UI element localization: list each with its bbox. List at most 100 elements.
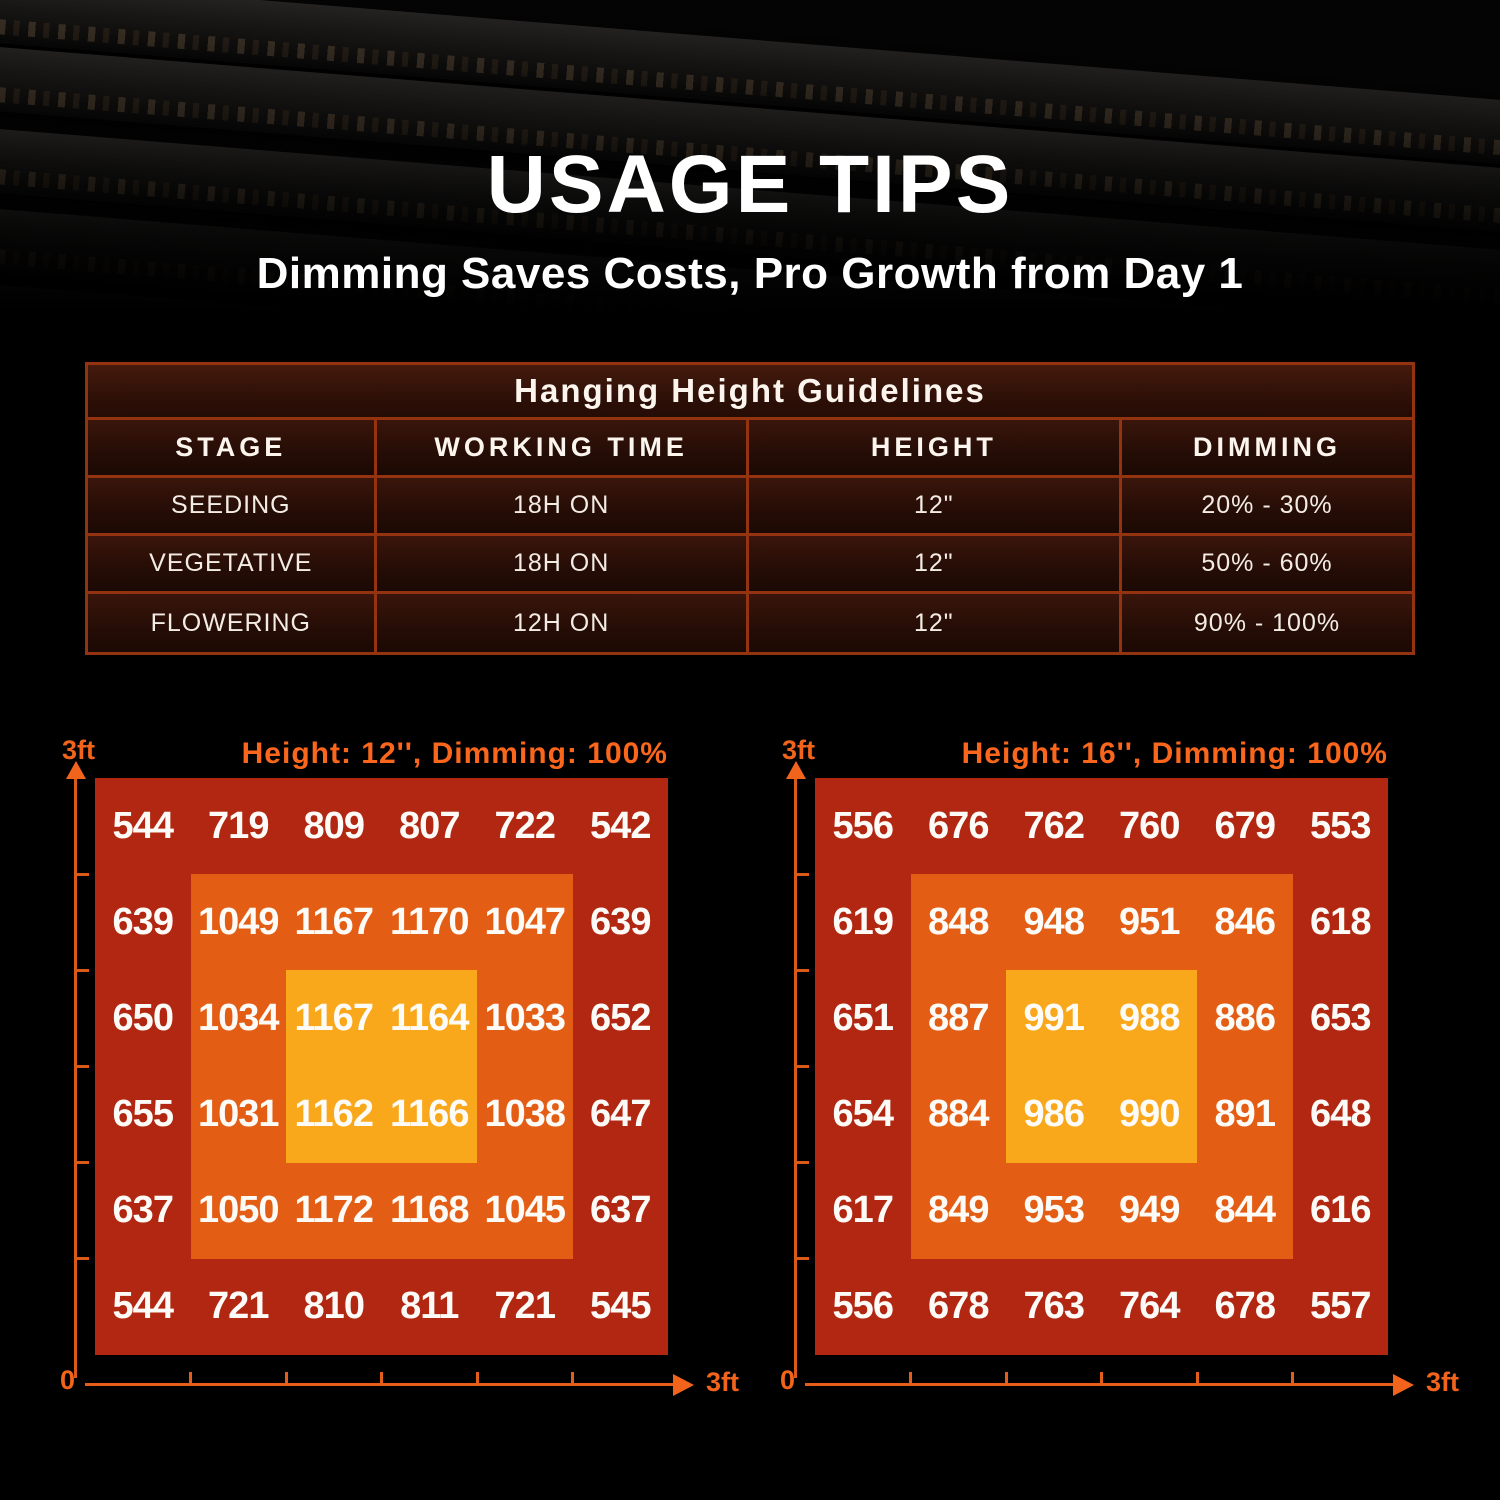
ppfd-value: 553 — [1310, 804, 1371, 847]
ppfd-value: 1033 — [484, 996, 566, 1039]
y-axis-tick — [76, 1065, 89, 1068]
y-axis-tick — [76, 872, 89, 876]
ppfd-value: 1045 — [484, 1189, 566, 1232]
y-axis-max-label: 3ft — [62, 735, 95, 765]
x-axis-arrow-icon — [673, 1373, 694, 1396]
ppfd-value: 886 — [1214, 996, 1276, 1039]
ppfd-value: 678 — [928, 1285, 989, 1328]
table-cell: VEGETATIVE — [88, 536, 377, 591]
ppfd-value: 617 — [832, 1189, 894, 1232]
table-cell: 20% - 30% — [1122, 478, 1412, 533]
x-axis — [85, 1383, 675, 1386]
ppfd-value: 616 — [1310, 1189, 1371, 1232]
x-axis-tick — [475, 1372, 479, 1384]
table-row: SEEDING 18H ON 12" 20% - 30% — [88, 478, 1412, 536]
ppfd-value: 949 — [1119, 1189, 1180, 1232]
chart-title: Height: 12'', Dimming: 100% — [241, 737, 668, 770]
table-cell: 90% - 100% — [1122, 594, 1412, 652]
ppfd-value: 651 — [832, 996, 894, 1039]
y-axis — [74, 779, 77, 1378]
ppfd-value: 1049 — [197, 900, 280, 943]
y-axis-tick — [76, 1257, 89, 1261]
y-axis-tick — [76, 968, 89, 972]
ppfd-value: 637 — [112, 1189, 174, 1232]
ppfd-value: 1031 — [197, 1093, 280, 1136]
zone-inner — [285, 970, 478, 1163]
table-row: VEGETATIVE 18H ON 12" 50% - 60% — [88, 536, 1412, 594]
x-axis-origin-label: 0 — [780, 1365, 796, 1395]
ppfd-value: 810 — [303, 1285, 365, 1328]
ppfd-value: 848 — [928, 900, 989, 943]
table-title: Hanging Height Guidelines — [88, 365, 1412, 420]
table-cell: 12" — [748, 478, 1123, 533]
guidelines-table: Hanging Height Guidelines STAGE WORKING T… — [85, 362, 1415, 655]
x-axis — [805, 1383, 1395, 1386]
column-header: DIMMING — [1122, 420, 1412, 475]
y-axis-max-label: 3ft — [782, 735, 815, 765]
ppfd-chart-12in: Height: 12'', Dimming: 100% 3ft 544 719 80… — [60, 715, 760, 1415]
table-cell: 12" — [748, 536, 1123, 591]
ppfd-value: 654 — [832, 1093, 894, 1136]
ppfd-value: 1167 — [294, 996, 374, 1039]
heatmap-plot: 544 719 809 807 722 542 639 1049 1167 1170 1047 639… — [95, 778, 668, 1355]
ppfd-value: 556 — [832, 1285, 894, 1328]
table-row: FLOWERING 12H ON 12" 90% - 100% — [88, 594, 1412, 652]
table-cell: SEEDING — [88, 478, 377, 533]
x-axis-tick — [1291, 1372, 1294, 1384]
table-cell: 12H ON — [376, 594, 749, 652]
table-cell: 18H ON — [376, 536, 749, 591]
ppfd-value: 1166 — [390, 1093, 469, 1136]
ppfd-value: 762 — [1023, 804, 1085, 847]
ppfd-value: 556 — [832, 804, 894, 847]
ppfd-value: 676 — [928, 804, 989, 847]
ppfd-value: 844 — [1214, 1189, 1276, 1232]
x-axis-tick — [1004, 1372, 1008, 1384]
ppfd-value: 1038 — [484, 1093, 566, 1136]
ppfd-value: 719 — [208, 804, 269, 847]
ppfd-value: 760 — [1119, 804, 1180, 847]
x-axis-max-label: 3ft — [706, 1367, 739, 1397]
ppfd-value: 722 — [494, 804, 556, 847]
x-axis-tick — [380, 1372, 383, 1384]
ppfd-value: 988 — [1119, 996, 1180, 1039]
ppfd-chart-16in: Height: 16'', Dimming: 100% 3ft 556 676 76… — [780, 715, 1480, 1415]
ppfd-value: 650 — [112, 996, 174, 1039]
column-header: STAGE — [88, 420, 377, 475]
ppfd-value: 678 — [1214, 1285, 1276, 1328]
ppfd-value: 655 — [112, 1093, 174, 1136]
ppfd-value: 1167 — [294, 900, 374, 943]
ppfd-value: 542 — [590, 804, 651, 847]
ppfd-value: 653 — [1310, 996, 1371, 1039]
ppfd-value: 891 — [1214, 1093, 1276, 1136]
ppfd-value: 951 — [1119, 900, 1180, 943]
page-subtitle: Dimming Saves Costs, Pro Growth from Day… — [256, 249, 1244, 298]
ppfd-value: 1172 — [294, 1189, 374, 1232]
ppfd-value: 1047 — [484, 900, 566, 943]
ppfd-value: 764 — [1119, 1285, 1180, 1328]
y-axis-tick — [796, 968, 809, 972]
x-axis-origin-label: 0 — [60, 1365, 76, 1395]
x-axis-arrow-icon — [1393, 1373, 1414, 1396]
y-axis-tick — [796, 1065, 809, 1068]
ppfd-value: 884 — [928, 1093, 989, 1136]
ppfd-value: 811 — [400, 1285, 459, 1328]
column-header: HEIGHT — [748, 420, 1123, 475]
ppfd-value: 887 — [928, 996, 989, 1039]
y-axis-tick — [796, 872, 809, 876]
ppfd-value: 721 — [494, 1285, 556, 1328]
x-axis-max-label: 3ft — [1426, 1367, 1459, 1397]
ppfd-value: 1034 — [197, 996, 280, 1039]
zone-inner — [1005, 970, 1198, 1163]
ppfd-value: 619 — [832, 900, 894, 943]
ppfd-value: 639 — [590, 900, 651, 943]
table-header-row: STAGE WORKING TIME HEIGHT DIMMING — [88, 420, 1412, 478]
ppfd-value: 1162 — [294, 1093, 374, 1136]
y-axis — [794, 779, 797, 1378]
y-axis-tick — [796, 1257, 809, 1261]
ppfd-value: 1170 — [390, 900, 469, 943]
x-axis-tick — [571, 1372, 574, 1384]
ppfd-value: 763 — [1023, 1285, 1085, 1328]
ppfd-value: 953 — [1023, 1189, 1085, 1232]
x-axis-tick — [909, 1372, 912, 1384]
ppfd-value: 679 — [1214, 804, 1276, 847]
